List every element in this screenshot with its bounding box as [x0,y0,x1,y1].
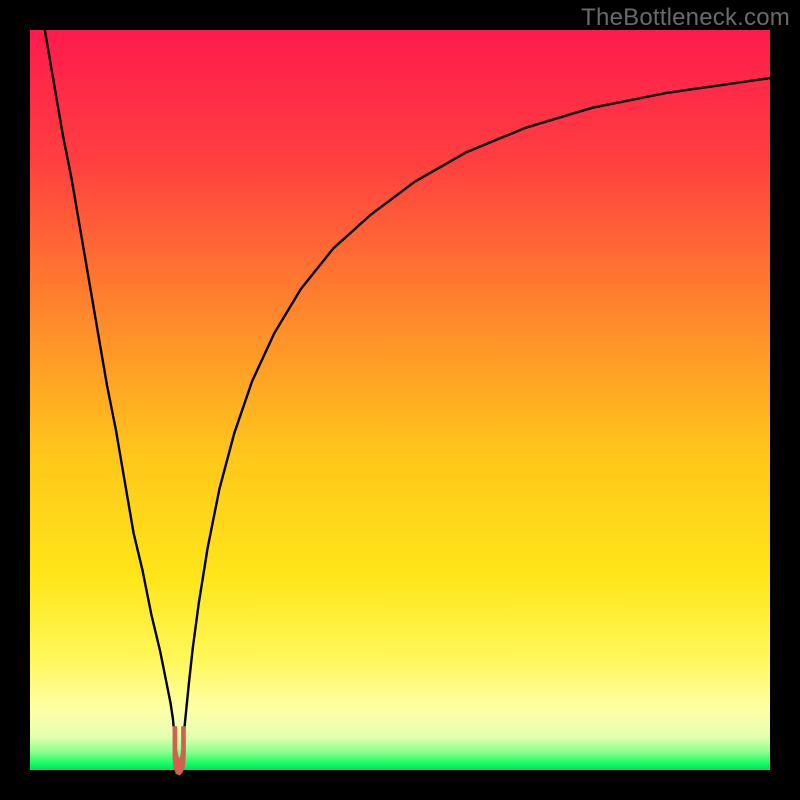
chart-stage: TheBottleneck.com [0,0,800,800]
plot-background [30,30,770,770]
watermark-text: TheBottleneck.com [581,4,790,32]
chart-svg [0,0,800,800]
